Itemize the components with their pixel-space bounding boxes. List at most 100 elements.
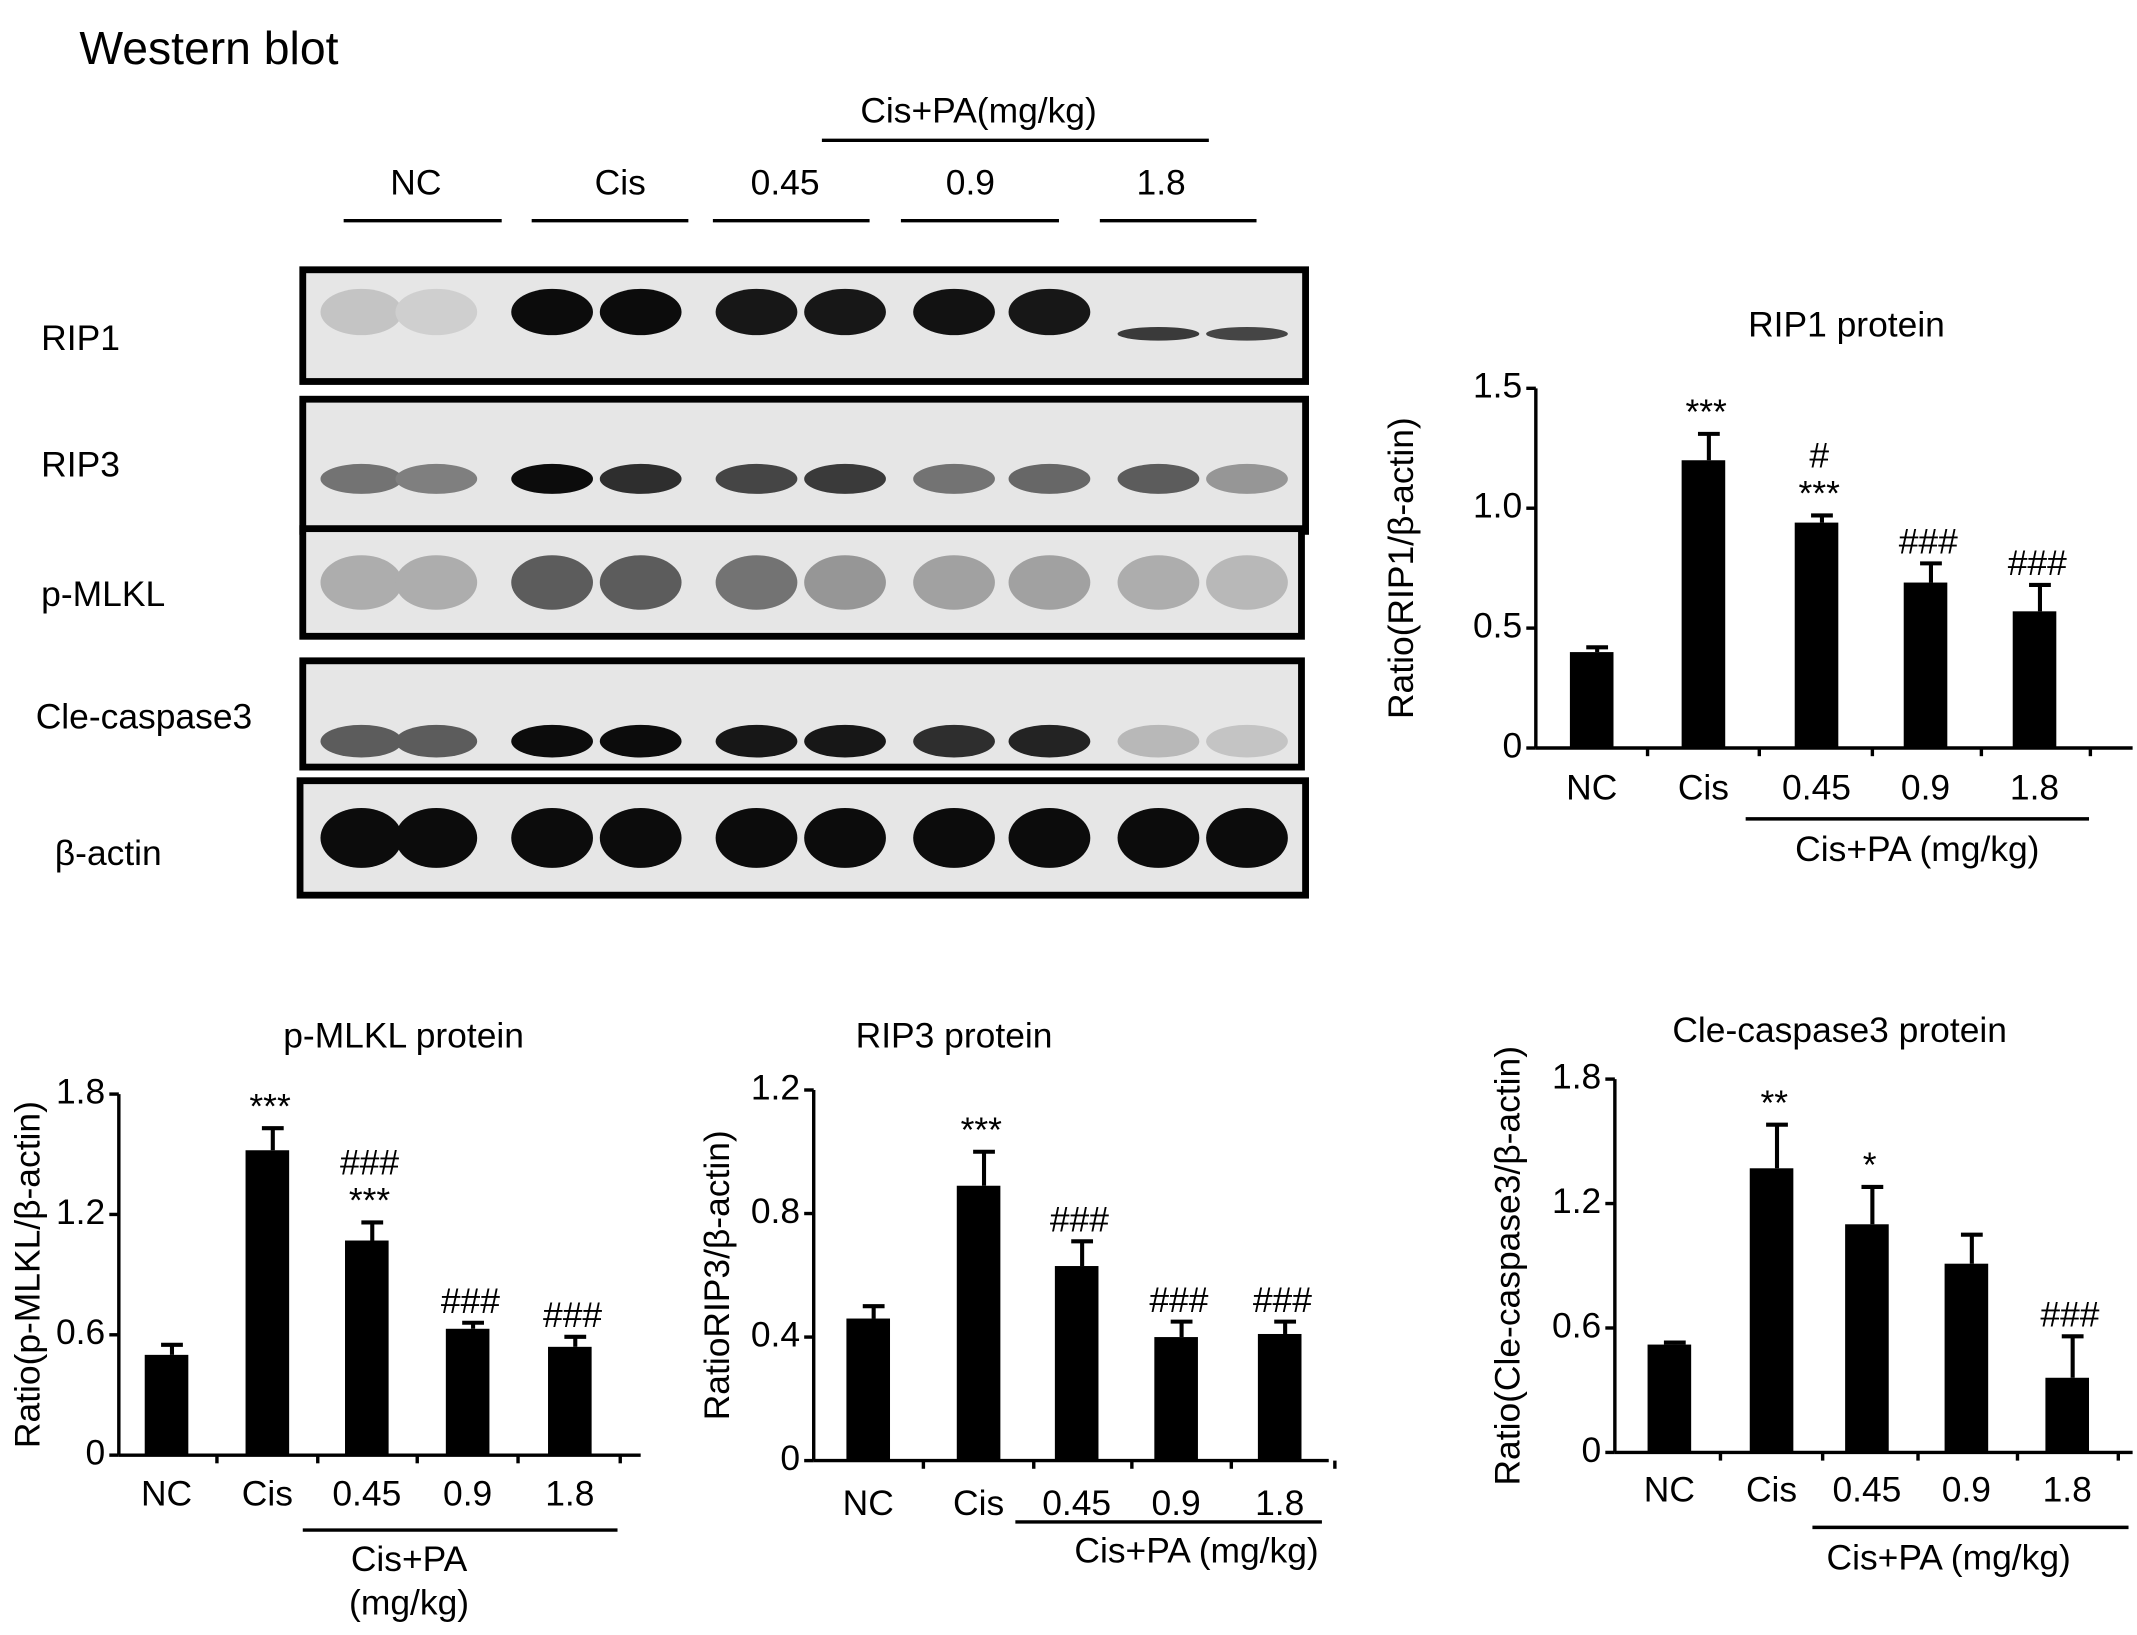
blot-band — [599, 807, 682, 868]
group-label: (mg/kg) — [349, 1582, 469, 1622]
blot-band — [1117, 724, 1200, 758]
bar — [2012, 611, 2057, 749]
x-tick-label: NC — [1566, 768, 1617, 808]
x-tick-label: 1.8 — [2010, 768, 2059, 808]
chart-title: RIP1 protein — [1748, 304, 1945, 344]
y-axis-label: Ratio(RIP1/β-actin) — [1381, 417, 1421, 719]
blot-band — [715, 463, 798, 494]
row-label: RIP1 — [41, 318, 120, 358]
blot-band — [804, 463, 886, 494]
y-tick-label: 0 — [1582, 1430, 1602, 1470]
y-tick-label: 0.6 — [1552, 1305, 1601, 1345]
y-tick-label: 0 — [86, 1433, 106, 1473]
bar — [846, 1318, 891, 1461]
bar — [1794, 522, 1839, 749]
blot-band — [1206, 463, 1288, 494]
y-tick-label: 0.5 — [1473, 605, 1522, 645]
x-tick-label: NC — [141, 1473, 192, 1513]
y-axis-label: Ratio(p-MLKL/β-actin) — [8, 1101, 48, 1448]
bar — [1647, 1344, 1692, 1453]
blot-band — [715, 724, 798, 758]
significance-label: *** — [961, 1110, 1003, 1150]
blot-band — [1117, 327, 1200, 341]
blot-band — [913, 807, 995, 868]
x-tick-label: 1.8 — [1255, 1483, 1304, 1523]
group-label: Cis+PA — [351, 1539, 468, 1579]
blot-band — [599, 724, 682, 758]
x-tick-label: Cis — [242, 1473, 293, 1513]
blot-band — [320, 555, 403, 610]
blot-band — [320, 463, 403, 494]
blot-band — [1008, 288, 1091, 336]
x-tick-label: 0.9 — [443, 1473, 492, 1513]
bar — [548, 1346, 592, 1456]
treatment-label: Cis+PA(mg/kg) — [860, 90, 1096, 130]
blot-band — [511, 807, 593, 868]
y-tick-label: 1.2 — [56, 1192, 105, 1232]
blot-frame — [299, 525, 1305, 640]
blot-band — [1206, 724, 1288, 758]
blot-frame — [299, 657, 1305, 771]
y-tick-label: 0 — [1503, 725, 1523, 765]
blot-band — [320, 724, 403, 758]
significance-label: ### — [1253, 1280, 1312, 1320]
blot-band — [320, 807, 403, 868]
chart-title: p-MLKL protein — [283, 1016, 524, 1056]
blot-band — [804, 288, 886, 336]
blot-band — [715, 807, 798, 868]
y-tick-label: 0.6 — [56, 1312, 105, 1352]
significance-label: ### — [2008, 543, 2067, 583]
blot-band — [1206, 555, 1288, 610]
blot-band — [1008, 807, 1091, 868]
blot-band — [320, 288, 403, 336]
x-tick-label: Cis — [953, 1483, 1004, 1523]
y-tick-label: 1.0 — [1473, 486, 1522, 526]
x-tick-label: Cis — [1746, 1469, 1797, 1509]
significance-label: ### — [1149, 1280, 1208, 1320]
blot-band — [1008, 555, 1091, 610]
significance-label: ### — [543, 1295, 602, 1335]
x-tick-label: 0.45 — [1042, 1483, 1111, 1523]
bar — [245, 1150, 290, 1456]
bar — [1845, 1224, 1889, 1453]
bar — [1903, 582, 1948, 749]
blot-band — [395, 724, 478, 758]
blot-band — [1008, 463, 1091, 494]
row-label: Cle-caspase3 — [36, 697, 252, 737]
x-tick-label: 0.45 — [332, 1473, 401, 1513]
blot-band — [599, 463, 682, 494]
significance-label: *** — [249, 1086, 291, 1126]
row-label: p-MLKL — [41, 574, 165, 614]
blot-frame — [296, 777, 1309, 899]
x-tick-label: 0.9 — [1942, 1469, 1991, 1509]
x-tick-label: 1.8 — [2043, 1469, 2092, 1509]
blot-band — [599, 555, 682, 610]
blot-band — [913, 288, 995, 336]
chart-title: Cle-caspase3 protein — [1672, 1010, 2007, 1050]
blot-band — [395, 807, 478, 868]
y-axis-label: RatioRIP3/β-actin) — [697, 1130, 737, 1420]
significance-label: ### — [340, 1143, 399, 1183]
bar — [345, 1240, 389, 1456]
blot-band — [913, 724, 995, 758]
row-label: β-actin — [55, 833, 162, 873]
bar — [445, 1328, 490, 1456]
blot-band — [804, 724, 886, 758]
y-tick-label: 0 — [780, 1438, 800, 1478]
blot-band — [599, 288, 682, 336]
bar — [2045, 1377, 2090, 1453]
x-tick-label: 0.9 — [1901, 768, 1950, 808]
bar — [1681, 460, 1726, 749]
significance-label: # — [1809, 436, 1829, 476]
chart-title: RIP3 protein — [856, 1016, 1053, 1056]
x-tick-label: 0.45 — [1832, 1469, 1901, 1509]
blot-panel — [302, 269, 1306, 382]
y-tick-label: 0.8 — [751, 1191, 800, 1231]
blot-band — [511, 724, 593, 758]
significance-label: *** — [349, 1181, 391, 1221]
x-tick-label: 0.45 — [1782, 768, 1851, 808]
x-tick-label: NC — [843, 1483, 894, 1523]
blot-band — [395, 288, 478, 336]
